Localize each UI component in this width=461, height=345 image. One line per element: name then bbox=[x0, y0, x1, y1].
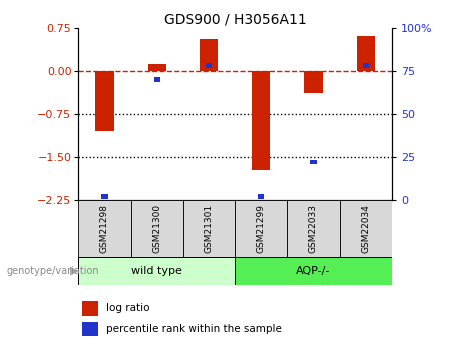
Bar bbox=[95, 71, 113, 131]
Bar bbox=[200, 39, 218, 71]
Polygon shape bbox=[70, 267, 78, 276]
Text: GSM22033: GSM22033 bbox=[309, 204, 318, 253]
Bar bbox=[154, 77, 160, 81]
Text: GSM22034: GSM22034 bbox=[361, 204, 370, 253]
Text: wild type: wild type bbox=[131, 266, 182, 276]
Bar bbox=[82, 322, 98, 336]
Bar bbox=[78, 200, 130, 257]
Bar bbox=[363, 63, 369, 68]
Text: log ratio: log ratio bbox=[106, 303, 149, 313]
Bar bbox=[148, 64, 166, 71]
Bar bbox=[235, 257, 392, 285]
Bar bbox=[310, 160, 317, 164]
Text: GDS900 / H3056A11: GDS900 / H3056A11 bbox=[164, 12, 307, 26]
Bar bbox=[235, 200, 287, 257]
Bar bbox=[78, 257, 235, 285]
Bar bbox=[252, 71, 270, 170]
Bar bbox=[258, 195, 264, 199]
Text: GSM21298: GSM21298 bbox=[100, 204, 109, 253]
Bar bbox=[206, 63, 212, 68]
Bar bbox=[357, 36, 375, 71]
Bar bbox=[287, 200, 340, 257]
Bar bbox=[101, 195, 107, 199]
Text: GSM21300: GSM21300 bbox=[152, 204, 161, 253]
Bar bbox=[340, 200, 392, 257]
Text: GSM21301: GSM21301 bbox=[205, 204, 213, 253]
Text: genotype/variation: genotype/variation bbox=[7, 266, 100, 276]
Bar bbox=[304, 71, 323, 92]
Text: GSM21299: GSM21299 bbox=[257, 204, 266, 253]
Bar bbox=[82, 301, 98, 316]
Bar bbox=[183, 200, 235, 257]
Text: AQP-/-: AQP-/- bbox=[296, 266, 331, 276]
Bar bbox=[130, 200, 183, 257]
Text: percentile rank within the sample: percentile rank within the sample bbox=[106, 324, 282, 334]
